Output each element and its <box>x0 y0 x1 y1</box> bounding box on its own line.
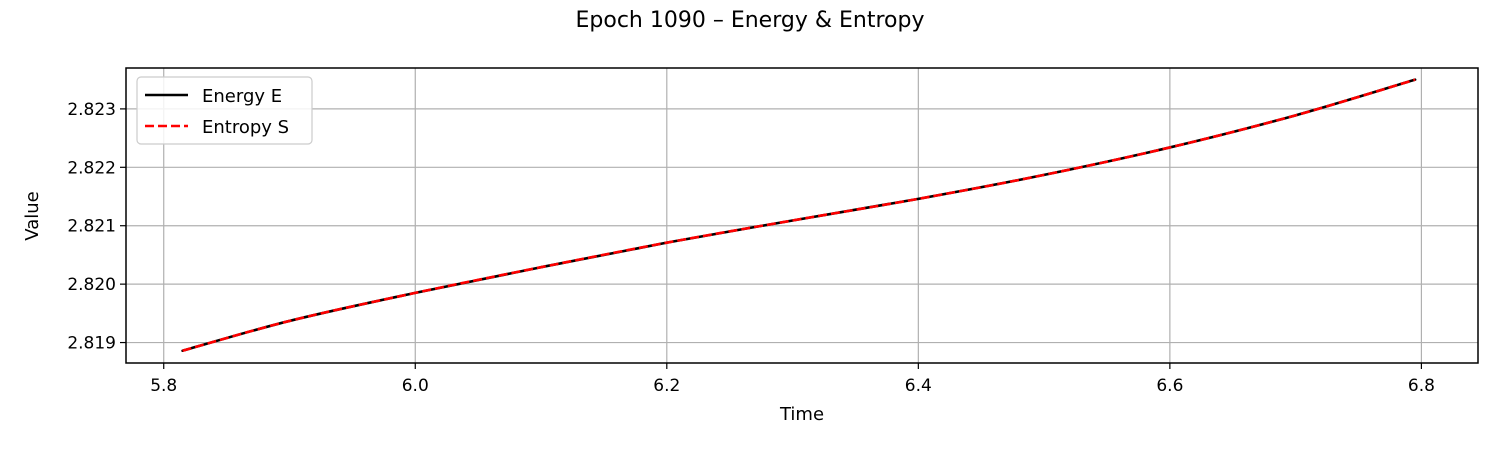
x-axis-label: Time <box>779 404 824 425</box>
series-line-energy-e <box>181 78 1417 353</box>
legend-label-energy: Energy E <box>202 86 282 107</box>
x-tick-label: 6.8 <box>1408 376 1435 396</box>
y-tick-label: 2.821 <box>67 217 116 237</box>
x-tick-label: 6.0 <box>402 376 429 396</box>
legend: Energy E Entropy S <box>136 76 313 145</box>
x-tick-label: 6.4 <box>905 376 932 396</box>
x-axis: 5.8 6.0 6.2 6.4 6.6 6.8 <box>150 363 1435 396</box>
y-tick-label: 2.823 <box>67 100 116 120</box>
series-line-entropy-s <box>182 78 1416 352</box>
chart-title: Epoch 1090 – Energy & Entropy <box>576 8 925 33</box>
grid-lines <box>126 68 1478 363</box>
series-layer <box>181 78 1417 353</box>
y-axis-label: Value <box>22 191 43 240</box>
y-tick-label: 2.819 <box>67 334 116 354</box>
y-axis: 2.819 2.820 2.821 2.822 2.823 <box>67 100 126 354</box>
x-tick-label: 5.8 <box>150 376 177 396</box>
y-tick-label: 2.820 <box>67 275 116 295</box>
x-tick-label: 6.6 <box>1156 376 1183 396</box>
y-tick-label: 2.822 <box>67 158 116 178</box>
x-tick-label: 6.2 <box>653 376 680 396</box>
legend-label-entropy: Entropy S <box>202 117 289 138</box>
plot-frame <box>125 67 1479 364</box>
